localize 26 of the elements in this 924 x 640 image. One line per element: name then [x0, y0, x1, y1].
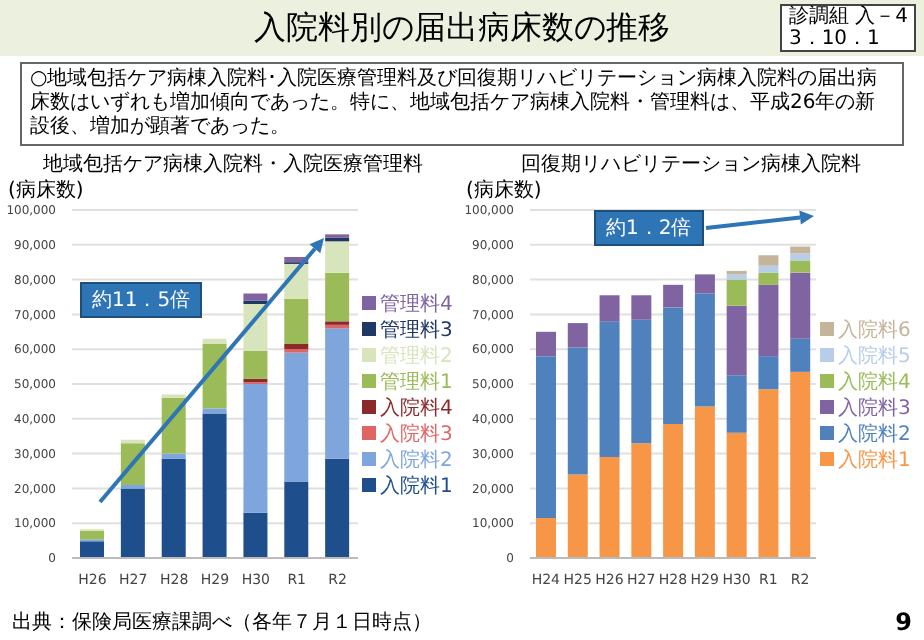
y-axis-title: (病床数)	[464, 177, 544, 202]
text: 入院料別の届出病床数の推移	[254, 7, 670, 45]
legend-label: 入院料3	[380, 421, 453, 447]
chart-title: 地域包括ケア病棟入院料・入院医療管理料	[41, 151, 425, 176]
text: ○地域包括ケア病棟入院料･入院医療管理料及び回復期リハビリテーション病棟入院料の届出病床数はいずれも増加傾向であった。特に、地域包括ケア病棟入院料・管理料は、平成26年の新設後、増加が顕著であった。	[20, 62, 904, 146]
source-note: 出典：保険局医療課調べ（各年７月１日時点）	[12, 609, 432, 636]
legend-label: 入院料6	[838, 317, 911, 343]
y-axis-title: (病床数)	[6, 177, 86, 202]
legend-label: 入院料1	[838, 447, 911, 473]
legend-label: 入院料2	[838, 421, 911, 447]
text: 3．10．1	[788, 28, 882, 50]
text: 診調組 入－4	[788, 6, 908, 28]
legend-label: 入院料1	[380, 473, 453, 499]
annotation: 約1．2倍	[594, 210, 704, 246]
legend-label: 入院料4	[838, 369, 911, 395]
chart-title: 回復期リハビリテーション病棟入院料	[519, 151, 863, 176]
text: 9	[895, 608, 912, 636]
legend-label: 管理料4	[380, 291, 453, 317]
legend-label: 入院料3	[838, 395, 911, 421]
legend-label: 入院料2	[380, 447, 453, 473]
legend-label: 入院料4	[380, 395, 453, 421]
legend-label: 管理料3	[380, 317, 453, 343]
legend-label: 入院料5	[838, 343, 911, 369]
legend-label: 管理料2	[380, 343, 453, 369]
legend-label: 管理料1	[380, 369, 453, 395]
annotation: 約11．5倍	[80, 282, 203, 318]
